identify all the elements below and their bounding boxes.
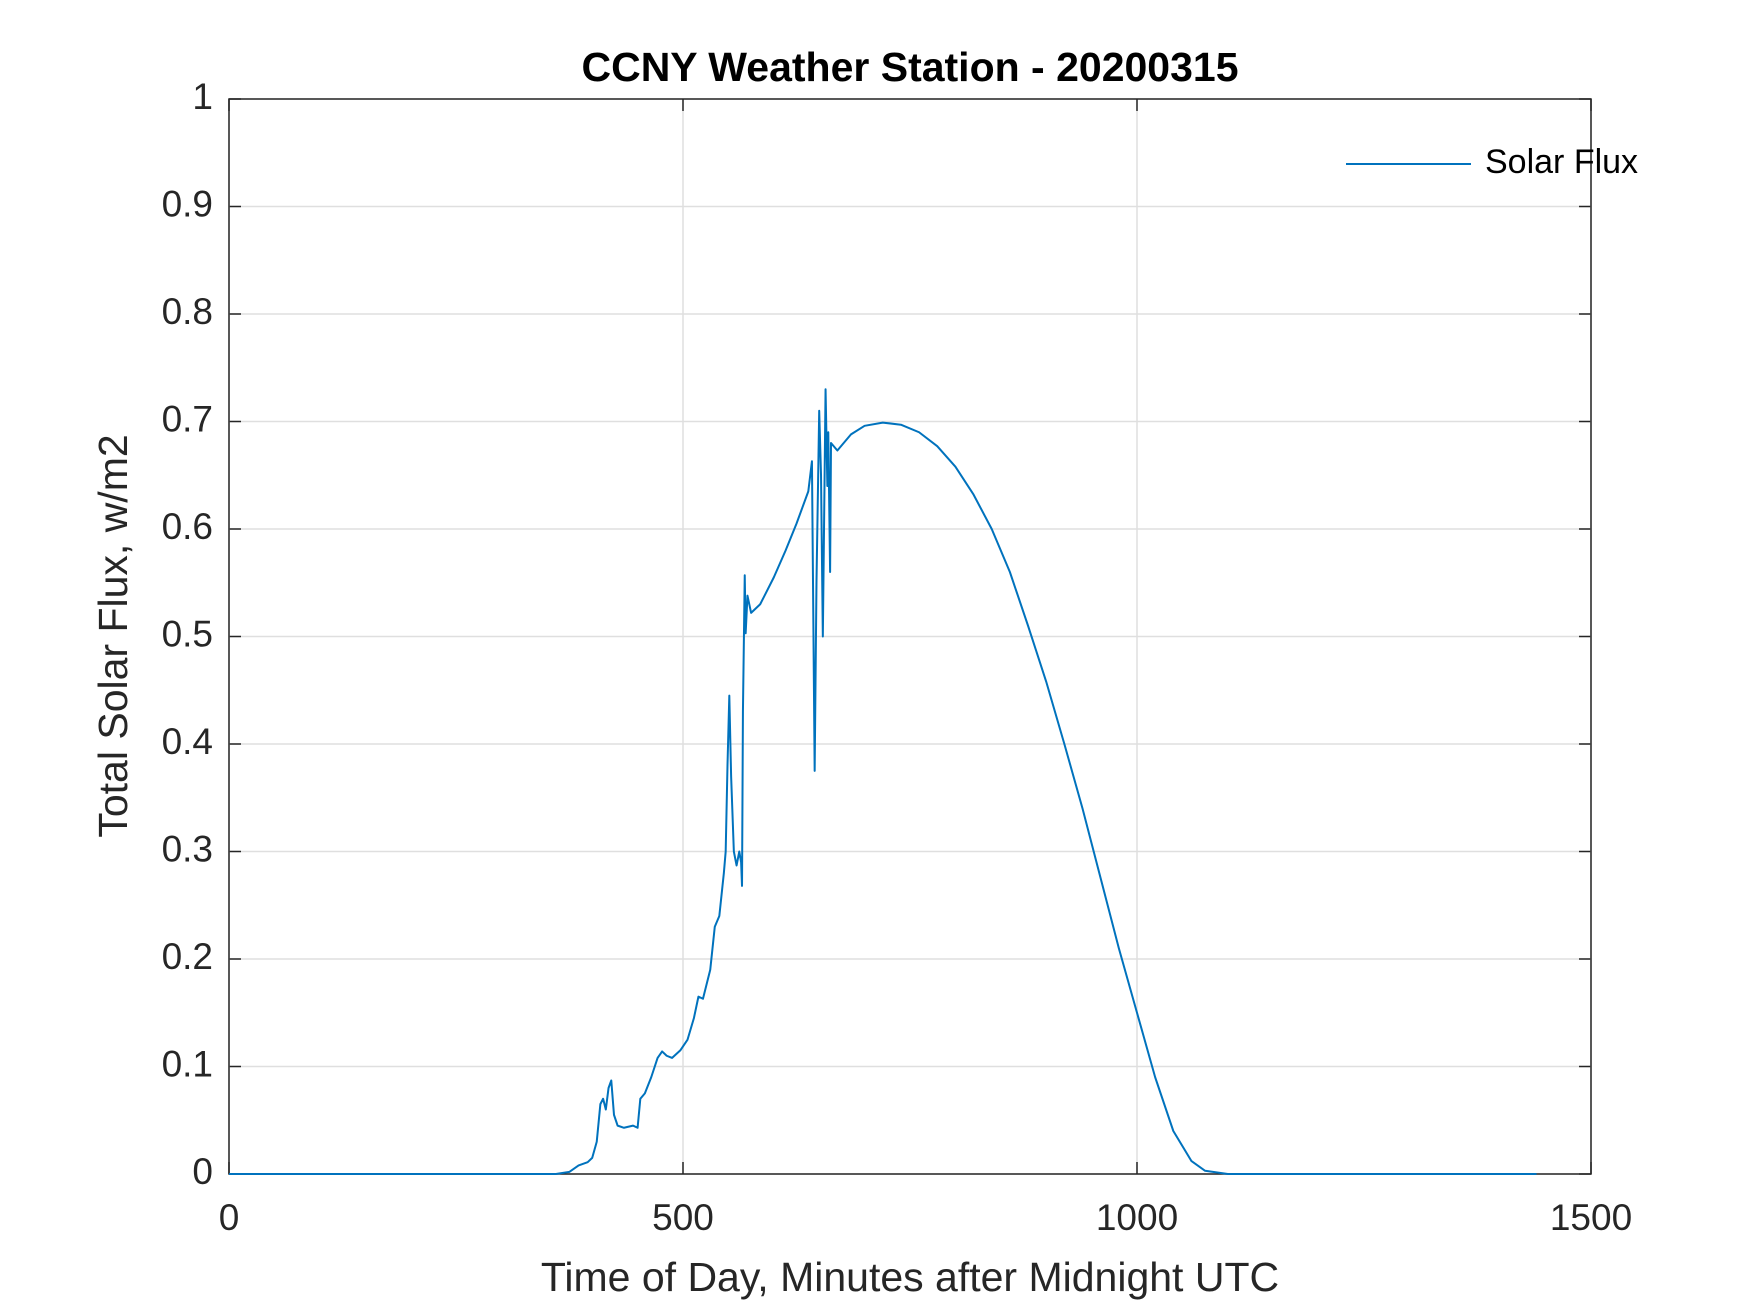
y-tick-label: 0.4 — [162, 721, 213, 762]
x-tick-label: 0 — [219, 1197, 240, 1238]
chart-title: CCNY Weather Station - 20200315 — [581, 44, 1238, 90]
plot-frame — [228, 98, 1592, 1175]
x-tick-label: 500 — [652, 1197, 714, 1238]
y-tick-label: 0.2 — [162, 936, 213, 977]
y-tick-label: 0.6 — [162, 506, 213, 547]
x-tick-label: 1000 — [1096, 1197, 1178, 1238]
y-tick-label: 0.1 — [162, 1043, 213, 1084]
x-axis-label: Time of Day, Minutes after Midnight UTC — [541, 1254, 1279, 1300]
y-axis-label: Total Solar Flux, w/m2 — [90, 434, 136, 837]
y-tick-label: 0.5 — [162, 613, 213, 654]
y-tick-label: 0.9 — [162, 183, 213, 224]
y-tick-label: 0.3 — [162, 828, 213, 869]
x-tick-label: 1500 — [1550, 1197, 1632, 1238]
data-line — [229, 388, 1537, 1175]
legend-label: Solar Flux — [1485, 143, 1638, 181]
y-tick-label: 1 — [192, 76, 213, 117]
y-tick-label: 0 — [192, 1151, 213, 1192]
y-tick-label: 0.8 — [162, 291, 213, 332]
y-tick-label: 0.7 — [162, 398, 213, 439]
